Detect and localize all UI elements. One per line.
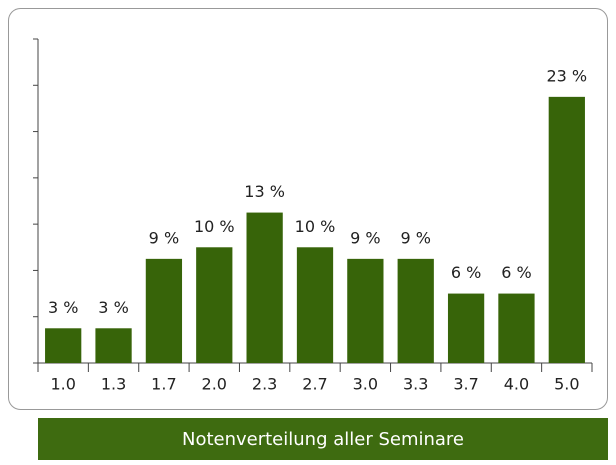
bar [246,212,283,363]
bar [498,293,535,363]
bar [397,258,434,363]
data-label: 6 % [501,263,531,282]
data-label: 9 % [149,228,179,247]
x-tick-label: 2.3 [252,375,277,394]
x-tick-label: 3.7 [453,375,478,394]
bar [95,328,132,363]
chart-title: Notenverteilung aller Seminare [182,429,464,450]
data-label: 9 % [350,228,380,247]
x-tick-label: 5.0 [554,375,579,394]
bar [347,258,384,363]
data-label: 3 % [48,298,78,317]
data-label: 10 % [295,217,336,236]
x-tick-label: 1.0 [50,375,75,394]
data-label: 3 % [98,298,128,317]
data-label: 23 % [546,66,587,85]
x-tick-label: 2.7 [302,375,327,394]
bar [447,293,485,363]
data-label: 10 % [194,217,235,236]
bar [196,247,233,363]
x-tick-label: 3.0 [353,375,378,394]
data-label: 13 % [244,182,285,201]
x-tick-label: 4.0 [504,375,529,394]
bar [145,258,183,363]
data-label: 9 % [400,228,430,247]
x-tick-label: 3.3 [403,375,428,394]
x-tick-label: 2.0 [202,375,227,394]
title-banner [38,418,608,460]
x-tick-label: 1.7 [151,375,176,394]
bar [548,96,585,363]
bar [296,247,334,363]
bar [45,328,82,363]
data-label: 6 % [451,263,481,282]
x-tick-label: 1.3 [101,375,126,394]
